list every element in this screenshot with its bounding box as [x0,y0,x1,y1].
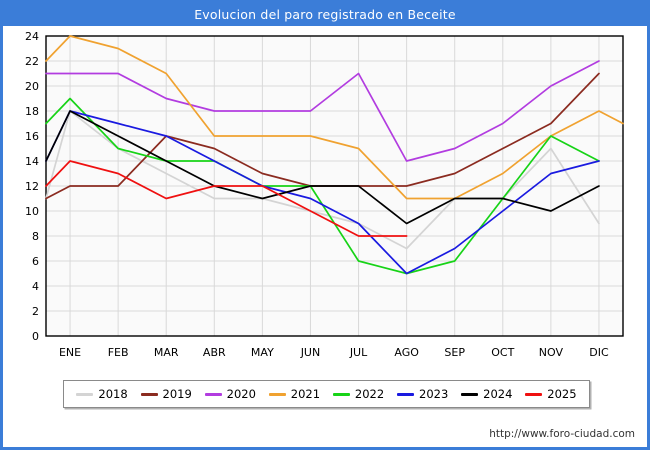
chart-legend: 2018 2019 2020 2021 2022 2023 2024 2025 [63,380,590,408]
y-axis-tick-label: 18 [25,105,39,118]
series-line-2023 [45,110,600,275]
legend-item-label: 2021 [290,387,321,401]
x-axis-tick-label: DIC [589,346,609,359]
legend-item-label: 2024 [483,387,513,401]
y-axis-tick-label: 20 [25,80,39,93]
series-line-2020 [45,60,600,162]
x-axis-tick-label: ENE [59,346,81,359]
y-axis-tick-label: 2 [32,305,39,318]
page-title: Evolucion del paro registrado en Beceite [194,7,456,22]
legend-item-2020[interactable]: 2020 [204,387,256,401]
legend-swatch-icon [461,392,479,396]
legend-item-2024[interactable]: 2024 [461,387,512,401]
series-line-2025 [45,160,408,237]
legend-item-label: 2018 [98,387,128,401]
legend-swatch-icon [140,392,158,396]
legend-swatch-icon [76,392,94,396]
y-axis-tick-label: 22 [25,55,39,68]
x-axis-tick-label: FEB [108,346,129,359]
series-line-2024 [45,110,600,225]
x-axis-tick-label: OCT [491,346,514,359]
legend-swatch-icon [397,392,415,396]
legend-swatch-icon [525,392,543,396]
y-axis-tick-label: 0 [32,330,39,343]
legend-item-2019[interactable]: 2019 [140,387,192,401]
y-axis-tick-label: 4 [32,280,39,293]
x-axis-tick-label: NOV [539,346,564,359]
legend-item-2022[interactable]: 2022 [332,387,385,401]
series-line-2021 [45,35,624,200]
chart-plot-area: 0 2 4 6 8 10 12 14 16 18 20 22 24 ENE FEB MAR ABR MAY JUN J… [3,26,647,371]
x-axis-tick-label: JUL [349,346,368,359]
y-axis-tick-label: 16 [25,130,39,143]
legend-item-label: 2019 [162,387,192,401]
x-axis-tick-label: JUN [300,346,321,359]
source-url: http://www.foro-ciudad.com [489,428,635,440]
legend-swatch-icon [204,392,222,396]
x-axis-tick-label: MAR [154,346,179,359]
legend-item-2018[interactable]: 2018 [76,387,128,401]
legend-item-label: 2023 [419,387,449,401]
x-axis-tick-label: MAY [251,346,274,359]
y-axis-tick-label: 10 [25,205,39,218]
legend-item-label: 2022 [354,387,385,401]
window-title-bar: Evolucion del paro registrado en Beceite [3,3,647,26]
y-axis-tick-label: 12 [25,180,39,193]
legend-item-label: 2025 [547,387,577,401]
x-axis-tick-label: ABR [203,346,226,359]
y-axis-tick-label: 24 [25,30,39,43]
legend-item-label: 2020 [226,387,256,401]
x-axis-tick-label: AGO [394,346,419,359]
legend-swatch-icon [332,392,350,396]
y-axis-tick-label: 8 [32,230,39,243]
y-axis-tick-label: 14 [25,155,39,168]
y-axis-tick-label: 6 [32,255,39,268]
legend-item-2021[interactable]: 2021 [268,387,321,401]
legend-swatch-icon [268,392,286,396]
legend-item-2025[interactable]: 2025 [525,387,577,401]
legend-item-2023[interactable]: 2023 [397,387,448,401]
x-axis-tick-label: SEP [444,346,465,359]
